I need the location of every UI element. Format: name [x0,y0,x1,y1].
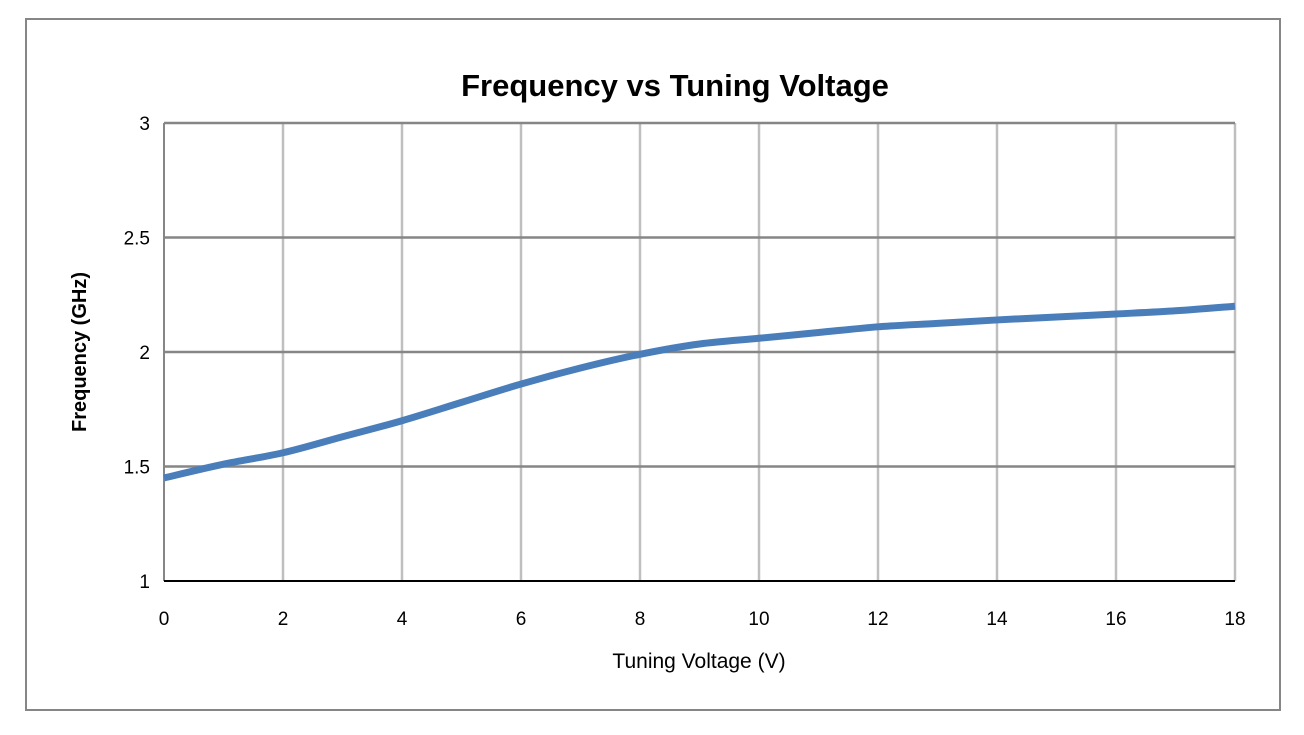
chart-frame [25,18,1281,711]
x-tick-label: 18 [1224,609,1245,630]
x-tick-label: 8 [635,609,646,630]
y-tick-label: 1.5 [124,458,150,479]
y-tick-label: 1 [139,572,150,593]
x-tick-label: 4 [397,609,408,630]
x-tick-label: 10 [748,609,769,630]
series-line [163,302,1236,482]
x-tick-label: 16 [1105,609,1126,630]
y-tick-label: 2.5 [124,229,150,250]
chart-title: Frequency vs Tuning Voltage [461,68,889,103]
y-axis-label: Frequency (GHz) [69,272,91,432]
x-tick-label: 14 [986,609,1008,630]
y-tick-label: 2 [139,343,150,364]
x-tick-label: 12 [867,609,888,630]
x-tick-label: 6 [516,609,527,630]
x-axis-label: Tuning Voltage (V) [612,650,785,673]
x-tick-label: 0 [159,609,170,630]
y-tick-label: 3 [139,114,150,135]
x-tick-label: 2 [278,609,289,630]
